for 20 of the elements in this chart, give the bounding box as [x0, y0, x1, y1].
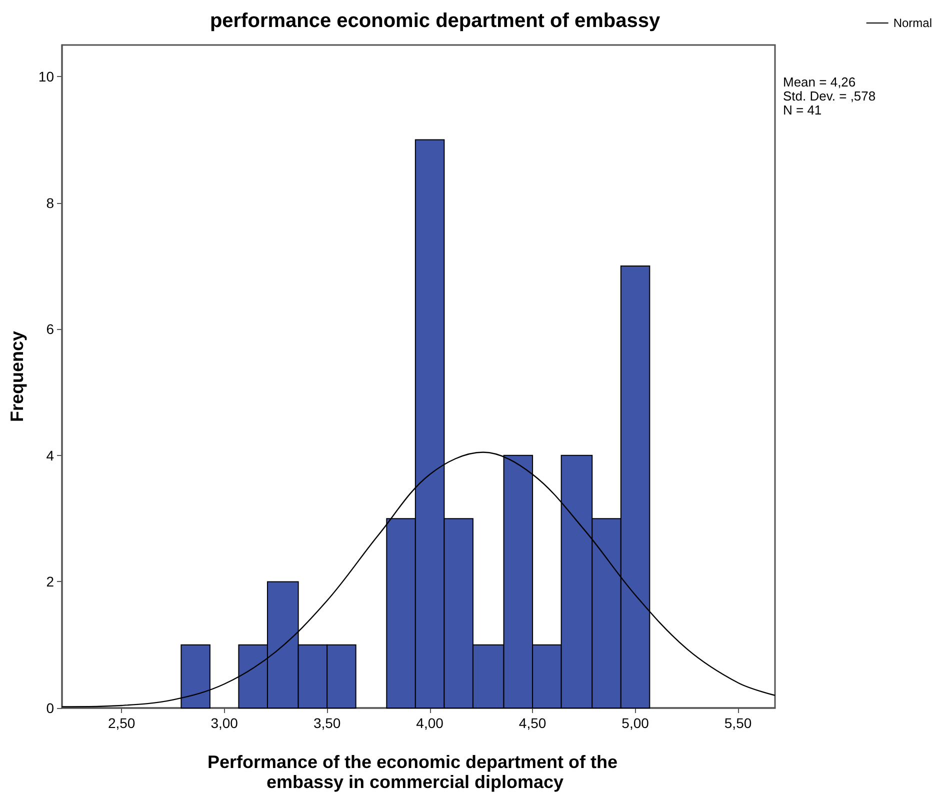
text: N = 41	[783, 102, 822, 118]
x-tick-label: 3,00	[210, 715, 238, 731]
x-tick-label: 5,50	[724, 715, 752, 731]
x-axis-title: Performance of the economic department of the embassy in commercial diplomacy	[207, 752, 623, 792]
x-tick-label: 2,50	[108, 715, 136, 731]
y-tick-label: 6	[46, 321, 54, 338]
y-tick-label: 10	[38, 68, 54, 85]
y-tick-label: 2	[46, 574, 54, 590]
x-tick-label: 4,50	[518, 715, 546, 731]
y-tick-label: 8	[46, 194, 54, 211]
y-tick-label: 4	[46, 447, 54, 464]
chart-title: performance economic department of embassy	[210, 10, 661, 32]
x-tick-label: 4,00	[416, 715, 444, 731]
x-tick-label: 5,00	[622, 715, 650, 731]
x-tick-label: 3,50	[313, 715, 341, 731]
text: Std. Dev. = ,578	[783, 88, 876, 104]
legend-label: Normal	[893, 16, 932, 30]
y-axis-title: Frequency	[7, 330, 27, 422]
text: Mean = 4,26	[783, 74, 856, 90]
y-tick-label: 0	[46, 700, 54, 716]
